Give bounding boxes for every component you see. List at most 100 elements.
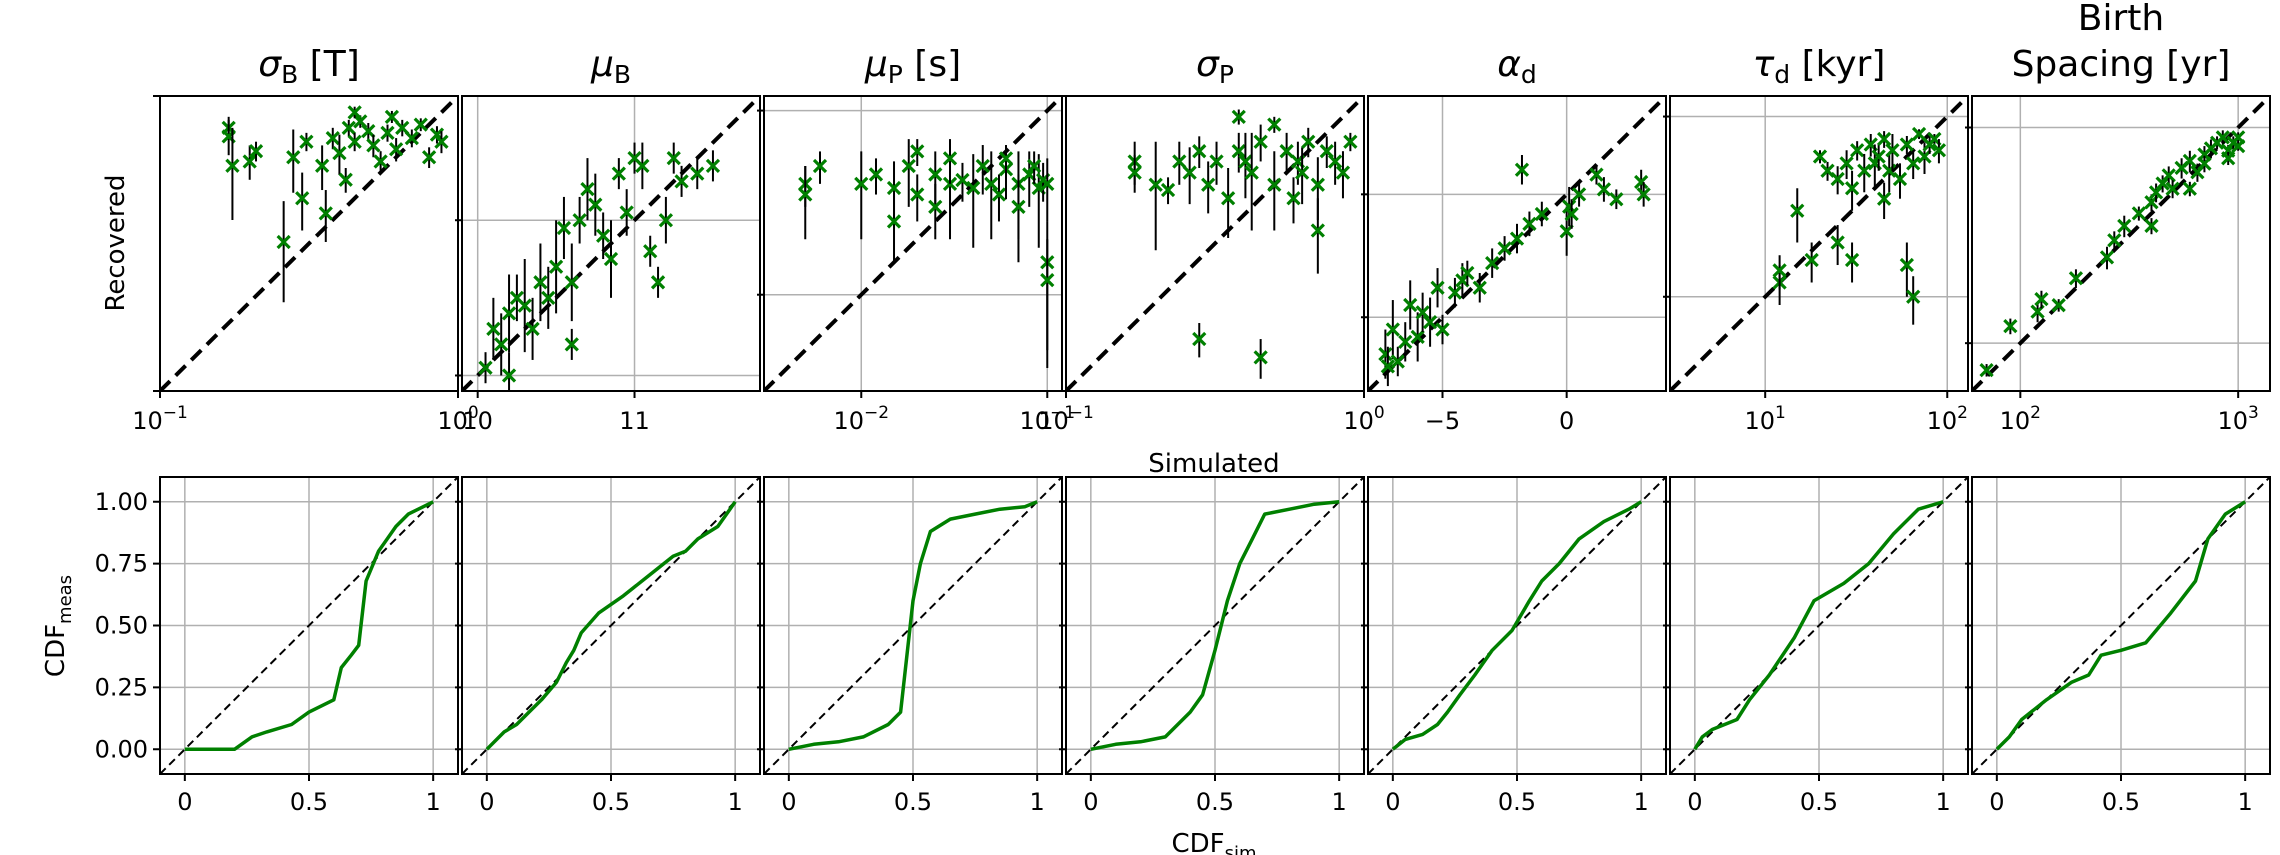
data-point-marker xyxy=(1398,334,1413,349)
data-point-marker xyxy=(1509,231,1525,246)
x-tick-label-sup: −1 xyxy=(1069,403,1094,423)
identity-line xyxy=(1972,96,2270,391)
data-point-marker xyxy=(1220,191,1236,206)
data-point-marker xyxy=(1160,182,1176,198)
x-tick-label-main: 11 xyxy=(619,407,650,435)
x-tick-label-sup: −2 xyxy=(864,403,889,423)
data-point-marker xyxy=(1201,177,1216,192)
data-point-marker xyxy=(338,172,353,187)
x-tick-label-sup: −1 xyxy=(1050,403,1075,423)
top-y-axis-label: Recovered xyxy=(101,174,131,311)
x-tick-label: 1 xyxy=(426,788,441,816)
data-point-marker xyxy=(1172,154,1187,169)
data-point-marker xyxy=(1244,165,1259,180)
x-tick-label-sup: 2 xyxy=(1957,403,1968,423)
data-point-marker xyxy=(347,105,362,120)
x-tick-label: 0.5 xyxy=(1498,788,1536,816)
identity-line xyxy=(1066,96,1364,391)
x-tick-label-main: 10 xyxy=(833,407,864,435)
data-point-marker xyxy=(1609,192,1624,207)
data-point-marker xyxy=(413,117,428,132)
data-point-marker xyxy=(1410,329,1425,345)
data-point-marker xyxy=(1979,362,1994,378)
data-point-marker xyxy=(1127,165,1142,180)
x-tick-label: 0 xyxy=(479,788,494,816)
axes-frame xyxy=(763,95,1063,392)
y-tick-label: 0.25 xyxy=(95,673,148,701)
data-point-marker xyxy=(404,130,419,146)
x-tick-label-main: 10 xyxy=(132,407,163,435)
x-tick-label-main: 10 xyxy=(1038,407,1069,435)
axes-frame xyxy=(1971,95,2271,392)
x-tick-label-main: 10 xyxy=(2000,407,2031,435)
data-point-marker xyxy=(1906,289,1921,304)
data-point-marker xyxy=(886,214,902,229)
data-point-marker xyxy=(1040,176,1055,191)
cdf-curve xyxy=(1090,500,1340,752)
data-point-marker xyxy=(1327,154,1343,169)
identity-line xyxy=(462,477,760,774)
cdf-panel-6: 0 0.5 1 xyxy=(1663,476,1969,816)
data-point-marker xyxy=(901,158,916,174)
data-point-marker xyxy=(373,154,388,169)
data-point-marker xyxy=(1634,174,1649,190)
panel-title-symbol: σ xyxy=(258,44,282,85)
x-tick-label: 100 xyxy=(1343,403,1384,435)
data-point-marker xyxy=(332,146,347,161)
y-tick-label: 1.00 xyxy=(95,488,148,516)
data-point-marker xyxy=(299,134,314,149)
data-point-marker xyxy=(1772,263,1787,278)
data-point-marker xyxy=(1876,131,1892,147)
data-point-marker xyxy=(1876,191,1892,206)
data-point-marker xyxy=(556,220,572,236)
x-tick-label-sup: 0 xyxy=(1374,403,1385,423)
cdf-curve xyxy=(184,500,434,752)
panel-title: μB xyxy=(590,44,631,89)
data-point-marker xyxy=(1310,223,1325,238)
data-point-marker xyxy=(501,306,517,321)
data-point-marker xyxy=(1011,199,1026,214)
data-point-marker xyxy=(1279,144,1294,159)
x-tick-label: 0.5 xyxy=(1800,788,1838,816)
panel-title-unit: [s] xyxy=(903,44,961,85)
data-point-marker xyxy=(361,124,376,139)
data-point-marker xyxy=(315,158,330,173)
y-tick-label: 0.50 xyxy=(95,612,148,640)
panel-title-line1: Birth xyxy=(2078,0,2164,39)
data-point-marker xyxy=(1267,117,1282,132)
panel-title-unit: [T] xyxy=(298,44,360,85)
data-point-marker xyxy=(541,290,556,305)
x-tick-label: −5 xyxy=(1425,407,1460,435)
data-point-marker xyxy=(1485,256,1500,271)
data-point-marker xyxy=(611,166,626,181)
axes-frame xyxy=(159,95,459,392)
panel-title-subscript: P xyxy=(1219,60,1234,89)
x-tick-label: 1 xyxy=(1332,788,1347,816)
data-point-marker xyxy=(225,158,240,173)
cdf-panel-1: 0 0.5 1 0.00 0.25 0.50 0.75 1.00 xyxy=(95,476,459,816)
cdf-curve xyxy=(1693,500,1944,751)
data-point-marker xyxy=(1534,206,1549,222)
data-point-marker xyxy=(1790,203,1805,218)
cdf-panel-2: 0 0.5 1 xyxy=(455,476,761,816)
x-tick-label-main: −5 xyxy=(1425,407,1460,435)
x-tick-label: 100 xyxy=(437,403,478,435)
x-tick-label: 0 xyxy=(1989,788,2004,816)
data-point-marker xyxy=(955,172,970,188)
x-tick-label: 0.5 xyxy=(2102,788,2140,816)
data-point-marker xyxy=(588,197,603,212)
data-point-marker xyxy=(1286,191,1301,206)
x-tick-label: 0 xyxy=(781,788,796,816)
data-point-marker xyxy=(1422,315,1438,330)
x-tick-label: 101 xyxy=(1745,403,1786,435)
data-point-marker xyxy=(975,158,990,174)
data-point-marker xyxy=(2068,271,2084,286)
x-tick-label: 0.5 xyxy=(290,788,328,816)
data-point-marker xyxy=(1231,144,1246,159)
x-tick-label-main: 10 xyxy=(462,407,493,435)
data-point-marker xyxy=(1564,206,1579,222)
data-point-marker xyxy=(295,191,310,206)
data-point-marker xyxy=(1310,177,1325,192)
data-point-marker xyxy=(705,158,721,173)
